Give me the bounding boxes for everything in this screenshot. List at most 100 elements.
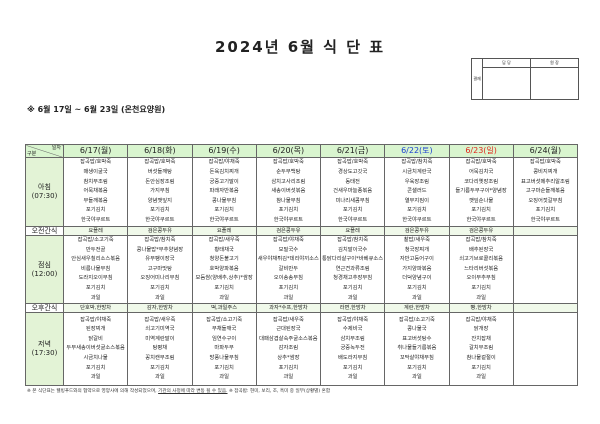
menu-item: 감자조림 <box>278 345 299 352</box>
menu-cell: 잡곡밥/소고기죽 만두전골 안심새우칠리소스볶음 비름나물무침 도라지오이무침 포기김치 과… <box>62 234 129 305</box>
meal-row: 저녁 (17:30) 잡곡밥/야채죽 된장찌개 닭갈비 두부새송이버섯굴소스볶음 시금치나물… <box>25 312 579 387</box>
menu-item: 취나물들기름볶음 <box>397 345 437 352</box>
menu-item: 새송이버섯볶음 <box>271 188 306 195</box>
menu-item: 궁중녹두전 <box>340 345 365 352</box>
menu-item: 코다리옛장조림 <box>464 178 499 185</box>
menu-cell: 잡곡밥/야채죽 닭개장 잔치잡채 갈치무조림 참나물겉절이 포기김치 과일 <box>448 312 514 387</box>
menu-item: 자반고등어구이 <box>399 256 434 263</box>
menu-cell: 잡곡밥/호박죽 경상도고깃국 동태전 건새우마늘종볶음 미나리새콤무침 포기김치 한국야쿠르… <box>319 157 386 227</box>
menu-item: 근대된장국 <box>276 326 301 333</box>
menu-item: 한국야쿠르트 <box>209 216 239 223</box>
menu-item: 황태채국 <box>214 246 234 253</box>
row-label: 저녁 (17:30) <box>25 312 64 387</box>
menu-item: 방풍나물무침 <box>209 354 239 361</box>
menu-item: 과일 <box>412 374 422 381</box>
menu-cell: 잡곡밥/새우죽 쇠고기미역국 미역계란말이 탕평채 꽁치캔무조림 포기김치 과일 <box>127 312 193 387</box>
snack-cell: 떡,과일주스 <box>191 303 257 314</box>
menu-item: 포기김치 <box>214 207 234 214</box>
snack-cell: 요플레 <box>191 226 257 236</box>
menu-item: 과일 <box>412 294 422 301</box>
menu-item: 청경채고추장무침 <box>333 275 373 282</box>
meal-name: 저녁 <box>38 340 51 349</box>
menu-item: 포기김치 <box>214 284 234 291</box>
menu-item: 잡곡밥/호박죽 <box>337 159 369 166</box>
menu-item: 유부팽이장국 <box>145 256 175 263</box>
menu-item: 연근견과류조림 <box>335 265 370 272</box>
date-header: 6/19(수) <box>191 144 257 158</box>
menu-item: 들기름두부구이*양념장 <box>455 188 507 195</box>
menu-item: 참치무조림 <box>83 178 108 185</box>
menu-item: 콘샐러드 <box>407 188 427 195</box>
menu-cell: 잡곡밥/야채죽 수제비국 삼치무조림 궁중녹두전 배도라지무침 포기김치 과일 <box>319 312 386 387</box>
menu-item: 탕평채 <box>152 345 168 352</box>
meal-row: 점심 (12:00) 잡곡밥/소고기죽 만두전골 안심새우칠리소스볶음 비름나물무침 도라지… <box>25 234 579 305</box>
menu-item: 콩나물국 <box>407 326 427 333</box>
menu-item: 양념깻잎지 <box>147 197 173 204</box>
page-title: 2024년 6월 식 단 표 <box>214 38 386 56</box>
snack-cell: 과자*수프,한방차 <box>255 303 322 314</box>
menu-item: 돈육김치찌개 <box>209 169 239 176</box>
menu-item: 상추*쌈장 <box>277 354 300 361</box>
menu-item: 과일 <box>90 374 101 381</box>
menu-item: 만두전골 <box>85 246 106 253</box>
menu-item: 잡곡밥/호박죽 <box>465 159 497 166</box>
menu-item: 한국야쿠르트 <box>402 216 432 223</box>
snack-cell: 검은콩두유 <box>384 226 450 236</box>
menu-item: 시금치나물 <box>83 354 108 361</box>
menu-cell: 잡곡밥/호박죽 순두부백탕 삼치고사리조림 새송이버섯볶음 참나물무침 포기김치 한국야쿠르… <box>255 157 322 227</box>
menu-item: 버섯들깨탕 <box>147 169 173 176</box>
menu-item: 닭갈비 <box>88 335 103 342</box>
approval-box: 결재 담 당 원 장 <box>471 58 579 100</box>
menu-item: 임연수구이 <box>211 335 237 342</box>
menu-item: 포기김치 <box>278 364 299 371</box>
period-subtitle: ※ 6월 17일 ~ 6월 23일 (온천요양원) <box>27 105 166 114</box>
menu-item: 한국야쿠르트 <box>81 216 111 223</box>
menu-item: 잔치잡채 <box>471 335 491 342</box>
snack-cell: 요플레 <box>319 226 386 236</box>
menu-item: 포기김치 <box>342 284 363 291</box>
menu-item: 시금치계란국 <box>402 169 432 176</box>
menu-item: 느타리버섯볶음 <box>464 265 499 272</box>
menu-item: 삼치무조림 <box>340 335 365 342</box>
menu-item: 꼬막살야채무침 <box>399 354 434 361</box>
menu-item: 미나리새콤무침 <box>335 197 370 204</box>
row-label: 점심 (12:00) <box>25 234 64 305</box>
snack-cell: 계란,한방차 <box>384 303 450 314</box>
header-row: 일자 구분 6/17(월) 6/18(화) 6/19(수) 6/20(목) 6/21(금) 6… <box>25 144 579 158</box>
date-header: 6/22(토) <box>384 144 450 158</box>
snack-cell: 빵,한방차 <box>448 303 514 314</box>
menu-item: 잡곡밥/호박죽 <box>529 159 561 166</box>
menu-item: 오징어미나리무침 <box>140 275 180 282</box>
menu-item: 오이송송무침 <box>273 275 303 282</box>
menu-item: 포기김치 <box>150 364 170 371</box>
menu-item: 포기김치 <box>471 207 491 214</box>
snack-cell: 단호박,한방차 <box>62 303 129 314</box>
menu-item: 과일 <box>283 294 294 301</box>
menu-item: 포기김치 <box>407 364 427 371</box>
menu-item: 건새우마늘종볶음 <box>333 188 373 195</box>
menu-item: 잡곡밥/야채죽 <box>208 159 240 166</box>
meal-time: (12:00) <box>31 269 58 278</box>
menu-cell <box>512 234 579 305</box>
menu-item: 통닭다리살구이*바베큐소스 <box>322 256 384 263</box>
menu-cell: 잡곡밥/야채죽 모밀국수 새우야채튀김*데리야끼소스 갈비만두 오이송송무침 포기김치 과일 <box>255 234 322 305</box>
menu-item: 한국야쿠르트 <box>466 216 496 223</box>
date-header: 6/24(월) <box>512 144 579 158</box>
menu-cell: 잡곡밥/참치죽 시금치계란국 우육장조림 콘샐러드 열무지짐이 포기김치 한국야쿠르트 <box>384 157 450 227</box>
menu-item: 배도라지무침 <box>338 354 368 361</box>
menu-item: 꽁치캔무조림 <box>145 354 175 361</box>
menu-item: 과일 <box>90 294 101 301</box>
approval-col-director: 원 장 <box>530 58 579 68</box>
menu-item: 마파두부 <box>214 345 234 352</box>
menu-cell: 잡곡밥/소고기죽 콩나물국 표고버섯탕수 취나물들기름볶음 꼬막살야채무침 포기김치 과일 <box>384 312 450 387</box>
menu-item: 잡곡밥/야채죽 <box>80 316 112 323</box>
approval-col-staff: 담 당 <box>482 58 531 68</box>
menu-item: 잡곡밥/호박죽 <box>144 159 176 166</box>
menu-item: 한국야쿠르트 <box>530 216 560 223</box>
menu-item: 무들깨볶음 <box>83 197 108 204</box>
menu-item: 삼치고사리조림 <box>271 178 306 185</box>
snack-cell: 요플레 <box>62 226 129 236</box>
menu-item: 쇠고기브로콜리볶음 <box>459 256 504 263</box>
menu-item: 포기김치 <box>278 284 299 291</box>
snack-cell: 검은콩두유 <box>127 226 193 236</box>
